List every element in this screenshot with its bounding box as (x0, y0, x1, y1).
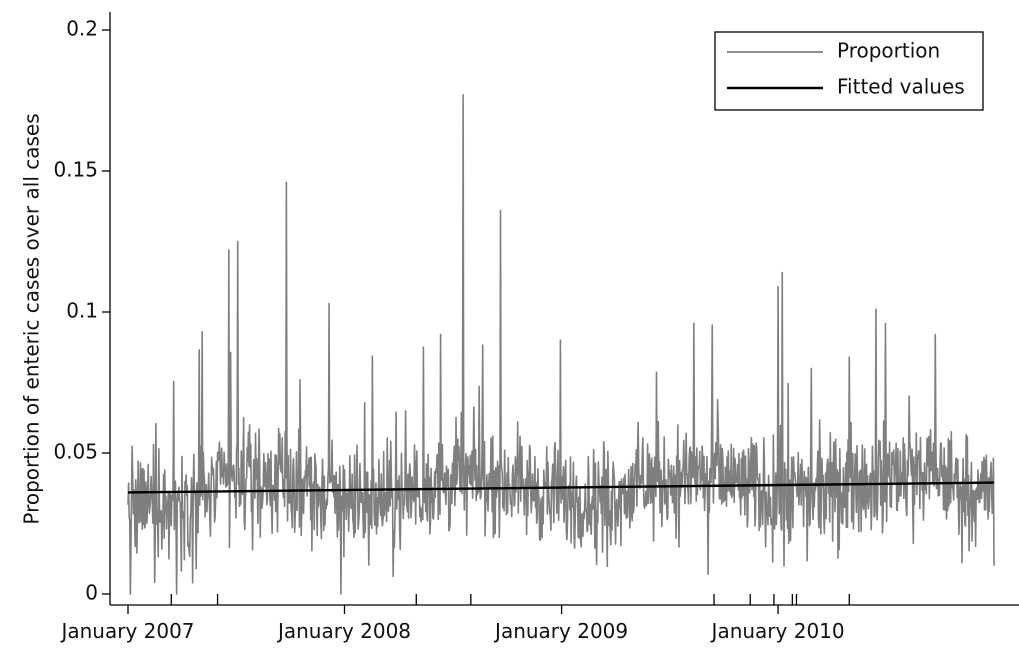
y-tick-label: 0 (85, 581, 98, 605)
legend-label: Fitted values (837, 75, 965, 99)
x-tick-label: January 2007 (59, 619, 194, 643)
x-axis: January 2007 January 2008 January 2009 Janu… (59, 594, 1019, 643)
x-tick-label: January 2008 (276, 619, 411, 643)
legend: Proportion Fitted values (714, 31, 984, 111)
x-tick-label: January 2009 (493, 619, 628, 643)
y-tick-label: 0.1 (66, 299, 98, 323)
proportion-series-line (127, 94, 995, 595)
y-tick-label: 0.15 (53, 158, 98, 182)
y-axis: 0 0.05 0.1 0.15 0.2 (53, 12, 111, 605)
y-tick-label: 0.2 (66, 17, 98, 41)
plot-area (127, 94, 995, 595)
fitted-values-line (127, 481, 995, 494)
y-axis-title: Proportion of enteric cases over all cas… (20, 113, 44, 524)
legend-label: Proportion (837, 39, 940, 63)
x-tick-label: January 2010 (710, 619, 845, 643)
legend-box (714, 31, 984, 111)
y-tick-label: 0.05 (53, 440, 98, 464)
